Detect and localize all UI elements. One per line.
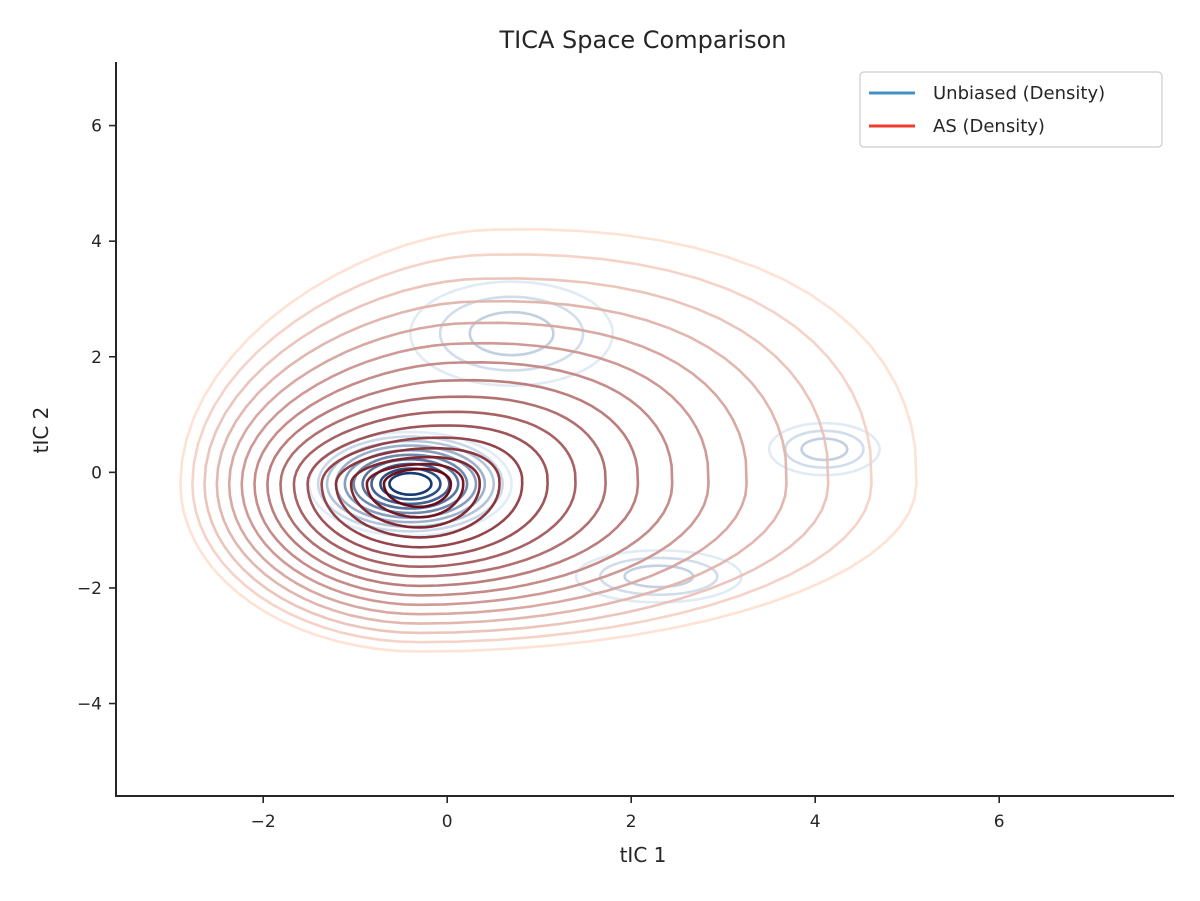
- as-contour-level: [191, 253, 873, 644]
- unbiased-contour-level: [598, 556, 719, 597]
- y-tick-label: 0: [91, 463, 102, 483]
- x-tick-label: −2: [251, 812, 276, 832]
- as-contour-level: [349, 455, 482, 529]
- as-contour-level: [320, 436, 524, 549]
- as-contour-level: [279, 395, 607, 578]
- as-contour-level: [215, 299, 788, 625]
- x-axis-title: tIC 1: [620, 843, 667, 867]
- x-tick-label: 6: [994, 812, 1005, 832]
- unbiased-contour-level: [767, 421, 881, 477]
- unbiased-contour-level: [352, 453, 469, 515]
- unbiased-contour-level: [438, 295, 585, 372]
- as-contour-level: [227, 321, 748, 616]
- y-tick-label: −2: [77, 579, 102, 599]
- as-contour-level: [203, 277, 830, 635]
- legend-frame: [859, 71, 1163, 148]
- legend: Unbiased (Density) AS (Density): [859, 71, 1163, 148]
- legend-label-as: AS (Density): [933, 116, 1045, 137]
- as-contour-level: [179, 227, 918, 653]
- y-axis-title: tIC 2: [29, 407, 53, 454]
- unbiased-contour-level: [316, 435, 504, 533]
- unbiased-contour-level: [388, 471, 433, 497]
- x-axis-ticks: −2 0 2 4 6: [251, 796, 1005, 832]
- x-tick-label: 4: [810, 812, 821, 832]
- y-tick-label: 4: [91, 232, 102, 252]
- y-tick-label: 6: [91, 117, 102, 137]
- as-contour-level: [292, 410, 577, 569]
- unbiased-contour-level: [623, 564, 695, 589]
- as-contour-level: [334, 446, 501, 539]
- legend-label-unbiased: Unbiased (Density): [933, 83, 1105, 104]
- y-axis-ticks: −4 −2 0 2 4 6: [77, 117, 116, 715]
- y-tick-label: 2: [91, 348, 102, 368]
- y-tick-label: −4: [77, 695, 102, 715]
- as-contour-level: [266, 378, 640, 588]
- as-contour-level: [382, 467, 453, 509]
- as-density-contours: [179, 227, 918, 653]
- as-contour-level: [306, 424, 549, 559]
- as-contour-level: [365, 462, 465, 519]
- as-contour-level: [253, 360, 674, 597]
- chart-title: TICA Space Comparison: [498, 26, 786, 54]
- unbiased-contour-level: [409, 280, 615, 387]
- as-contour-level: [240, 341, 710, 607]
- x-tick-label: 2: [626, 812, 637, 832]
- x-tick-label: 0: [442, 812, 453, 832]
- unbiased-contour-level: [468, 310, 555, 357]
